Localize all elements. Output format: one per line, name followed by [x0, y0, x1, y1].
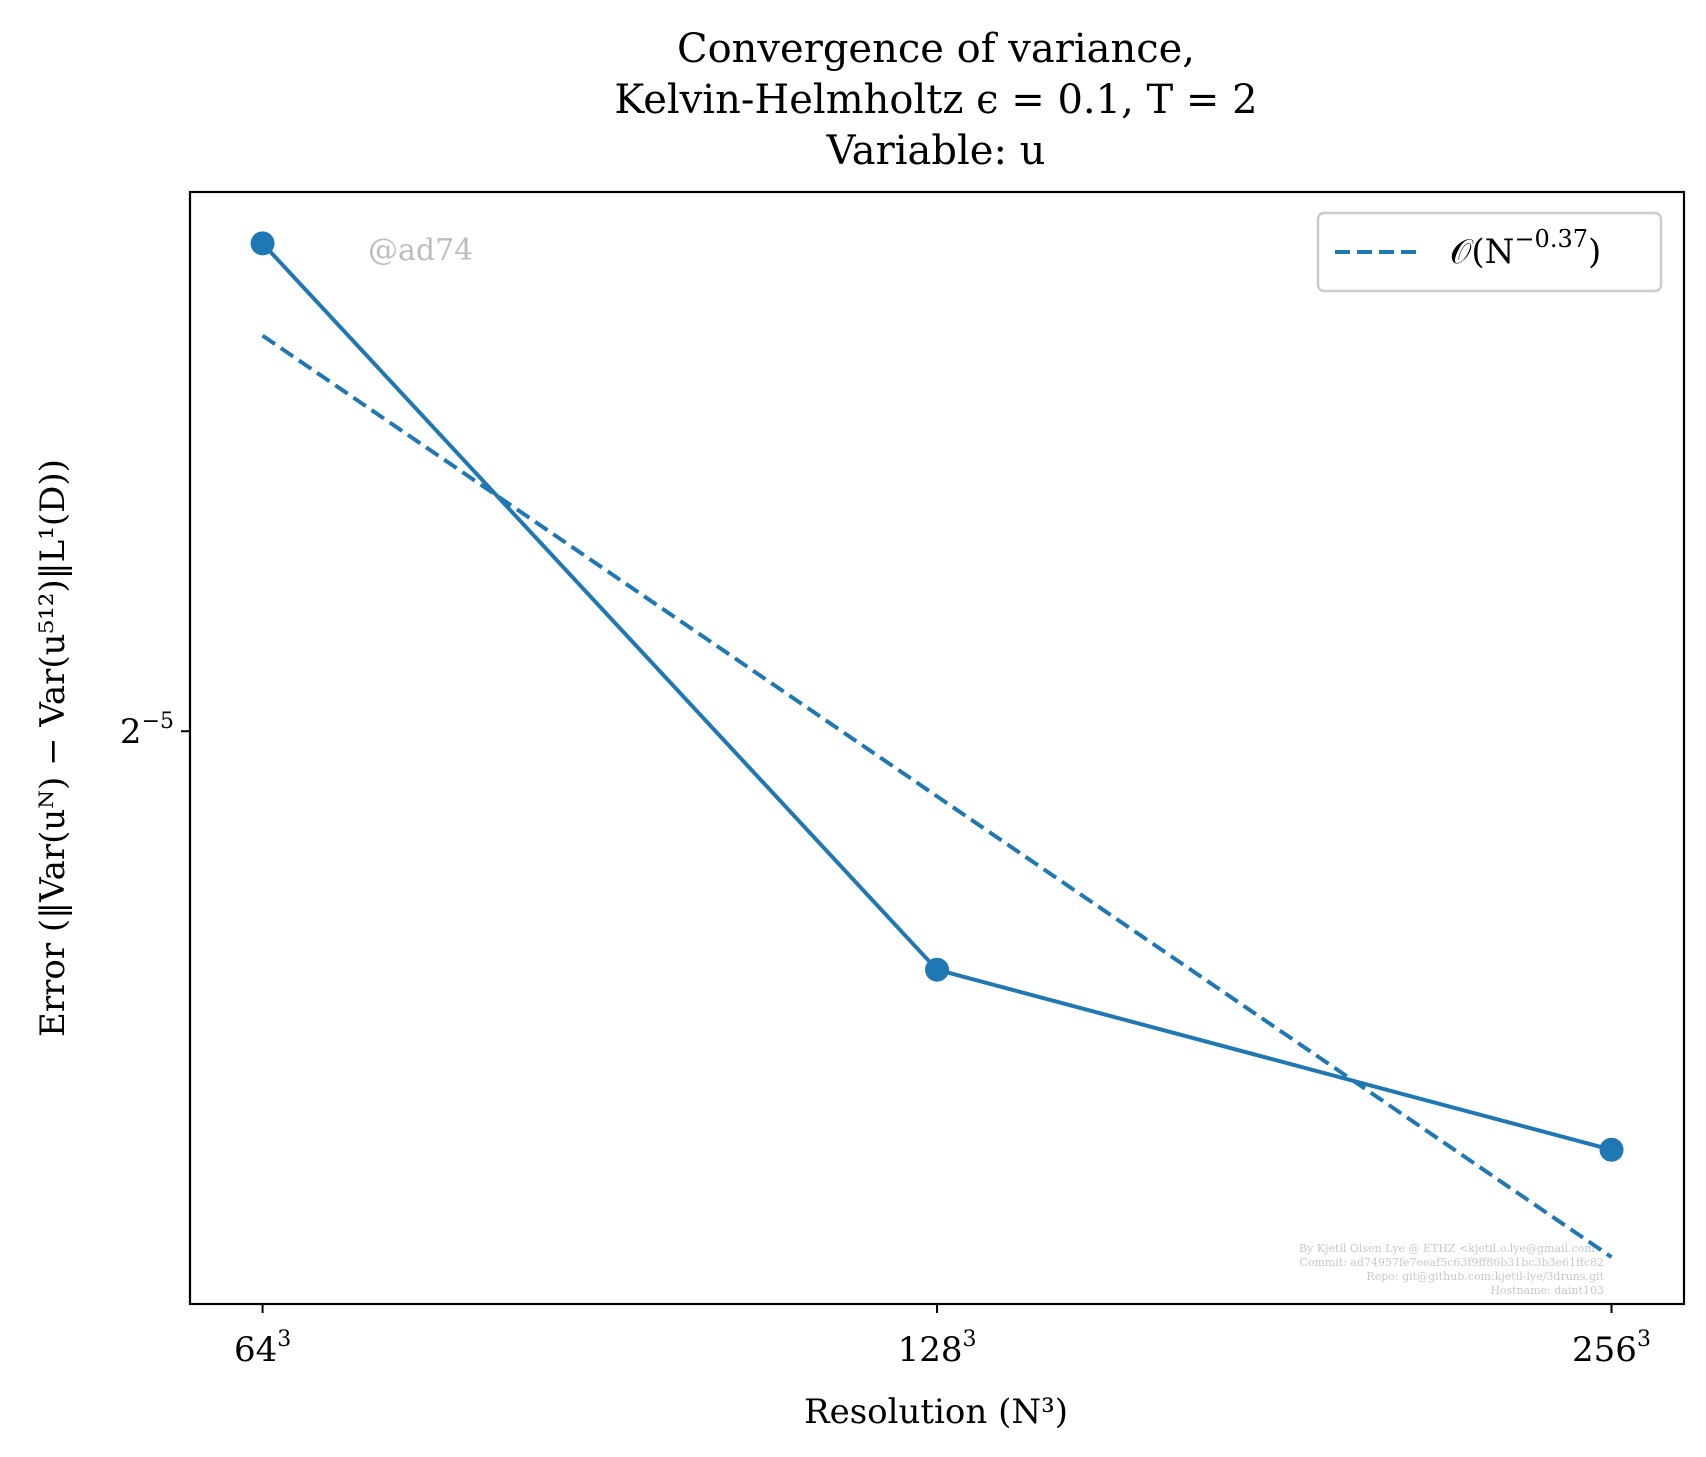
x-tick-label-base: 256 — [1572, 1330, 1637, 1370]
credit-line-2: Commit: ad74957fe7eeaf5c63f9ff86b31bc3b3… — [1299, 1256, 1604, 1269]
x-tick-label: 643 — [234, 1327, 291, 1370]
series-layer — [250, 231, 1624, 1259]
credit-line-4: Hostname: daint103 — [1490, 1284, 1604, 1297]
watermark: @ad74 — [368, 233, 473, 268]
chart-title: Convergence of variance, Kelvin-Helmholt… — [614, 26, 1257, 174]
fit-line — [261, 333, 1613, 1259]
y-axis-label: Error (‖Var(uᴺ) − Var(u⁵¹²)‖L¹(D)) — [33, 459, 73, 1037]
x-axis: 643 1283 2563 — [234, 1304, 1651, 1370]
y-tick-label-base: 2 — [120, 712, 142, 752]
x-axis-label: Resolution (N³) — [804, 1392, 1068, 1432]
x-tick-label-sup: 3 — [277, 1327, 291, 1352]
x-tick-label-sup: 3 — [962, 1327, 976, 1352]
legend-label-base: 𝒪(N — [1450, 232, 1514, 272]
credit-line-3: Repo: git@github.com:kjetil-lye/3druns.g… — [1366, 1270, 1604, 1283]
legend-label: 𝒪(N−0.37) — [1450, 225, 1601, 272]
title-line-2: Kelvin-Helmholtz ϵ = 0.1, T = 2 — [614, 77, 1257, 123]
x-tick-label-base: 128 — [898, 1330, 963, 1370]
x-tick-label: 2563 — [1572, 1327, 1651, 1370]
data-point — [925, 957, 950, 982]
title-line-1: Convergence of variance, — [677, 26, 1195, 72]
legend-label-close: ) — [1588, 232, 1601, 272]
title-line-3: Variable: u — [826, 128, 1046, 174]
y-tick-label-sup: −5 — [142, 709, 174, 734]
credit-line-1: By Kjetil Olsen Lye @ ETHZ <kjetil.o.lye… — [1299, 1242, 1604, 1255]
x-tick-label-base: 64 — [234, 1330, 277, 1370]
plot-frame — [188, 190, 1686, 1306]
y-tick-label: 2−5 — [120, 709, 174, 752]
legend-box — [1316, 211, 1663, 293]
data-point — [250, 231, 275, 256]
data-point — [1599, 1137, 1624, 1162]
legend: 𝒪(N−0.37) — [1316, 211, 1663, 293]
credits-block: By Kjetil Olsen Lye @ ETHZ <kjetil.o.lye… — [1299, 1242, 1605, 1297]
legend-label-sup: −0.37 — [1514, 225, 1588, 253]
data-line — [261, 242, 1613, 1152]
x-tick-label-sup: 3 — [1637, 1327, 1651, 1352]
y-axis: 2−5 — [120, 709, 190, 752]
x-tick-label: 1283 — [898, 1327, 977, 1370]
